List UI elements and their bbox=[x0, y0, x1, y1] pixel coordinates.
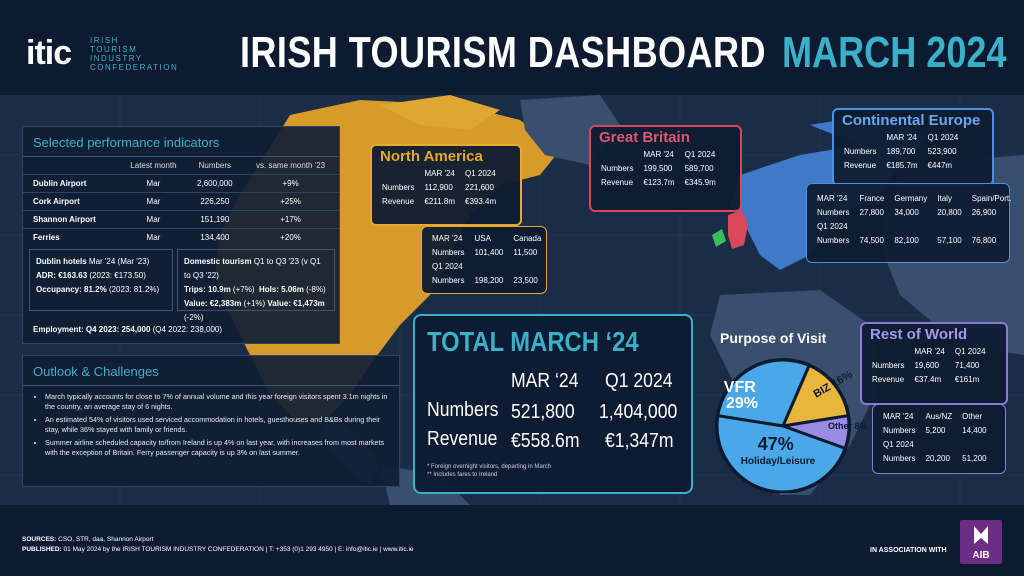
continental-europe-detail: MAR '24 France Germany Italy Spain/Port. Num… bbox=[806, 183, 1011, 263]
continental-europe-callout: Continental Europe MAR '24 Q1 2024 Number… bbox=[832, 108, 994, 186]
north-america-detail: MAR '24 USA Canada Numbers 101,400 11,500 Q1… bbox=[421, 226, 547, 294]
col-header: Numbers bbox=[198, 161, 232, 170]
outlook-panel: Outlook & Challenges March typically acc… bbox=[22, 355, 400, 487]
performance-table: Latest month Numbers vs. same month '23 … bbox=[23, 157, 339, 246]
continental-europe-title: Continental Europe bbox=[842, 112, 981, 129]
total-title: TOTAL MARCH ‘24 bbox=[427, 326, 639, 357]
logo-text: IRISH TOURISM INDUSTRY CONFEDERATION bbox=[90, 36, 179, 72]
domestic-tourism-box: Domestic tourism Q1 to Q3 '23 (v Q1 to Q… bbox=[177, 249, 335, 322]
north-america-callout: North America MAR '24 Q1 2024 Numbers 112,… bbox=[370, 144, 522, 226]
aib-logo: AIB bbox=[960, 520, 1002, 564]
dublin-hotels-box: Dublin hotels Mar '24 (Mar '23) ADR: €16… bbox=[29, 249, 173, 311]
pie-slice-holiday-leisure bbox=[715, 413, 848, 494]
association-label: IN ASSOCIATION WITH bbox=[870, 547, 947, 554]
north-america-title: North America bbox=[380, 148, 483, 165]
outlook-title: Outlook & Challenges bbox=[23, 356, 399, 386]
performance-title: Selected performance indicators bbox=[23, 127, 339, 157]
table-row: Ferries Mar 134,400 +20% bbox=[23, 228, 339, 246]
total-panel: TOTAL MARCH ‘24 MAR ‘24 Q1 2024 Numbers … bbox=[413, 314, 693, 494]
pie-label-holiday: 47% Holiday/Leisure bbox=[741, 434, 816, 467]
pie-label-other: Other 8% bbox=[828, 421, 868, 431]
col-header bbox=[23, 157, 119, 175]
purpose-of-visit: Purpose of Visit VFR 29% BIZ 16% Other 8… bbox=[698, 318, 873, 494]
col-header: vs. same month '23 bbox=[256, 161, 326, 170]
pie-slice-vfr bbox=[716, 358, 812, 428]
employment-line: Employment: Q4 2023: 254,000 (Q4 2022: 2… bbox=[33, 325, 223, 334]
pie-slice-biz bbox=[780, 363, 850, 428]
great-britain-title: Great Britain bbox=[599, 129, 690, 146]
total-revenue-mar: €558.6m bbox=[511, 430, 580, 452]
total-numbers-mar: 521,800 bbox=[511, 401, 575, 423]
pie-label-vfr: VFR 29% bbox=[724, 379, 760, 412]
total-note-1: * Foreign overnight visitors, departing … bbox=[427, 464, 552, 470]
great-britain-shape bbox=[728, 210, 748, 249]
table-row: Shannon Airport Mar 151,190 +17% bbox=[23, 210, 339, 229]
total-col1: MAR ‘24 bbox=[511, 370, 579, 392]
total-col2: Q1 2024 bbox=[605, 370, 673, 392]
list-item: Summer airline scheduled capacity to/fro… bbox=[45, 438, 389, 457]
performance-panel: Selected performance indicators Latest m… bbox=[22, 126, 340, 344]
pov-pie: VFR 29% BIZ 16% Other 8% 47% Holiday/Lei… bbox=[715, 358, 868, 494]
table-row: Dublin Airport Mar 2,600,000 +9% bbox=[23, 174, 339, 193]
table-row: Cork Airport Mar 226,250 +25% bbox=[23, 192, 339, 211]
outlook-list: March typically accounts for close to 7%… bbox=[23, 386, 399, 458]
col-header: Latest month bbox=[130, 161, 177, 170]
header: itic IRISH TOURISM INDUSTRY CONFEDERATIO… bbox=[0, 0, 1024, 95]
list-item: March typically accounts for close to 7%… bbox=[45, 392, 389, 411]
aib-mark-icon bbox=[974, 526, 988, 544]
ireland-shape bbox=[712, 229, 726, 247]
page-title: IRISH TOURISM DASHBOARD bbox=[240, 28, 766, 77]
rest-of-world-detail: MAR '24 Aus/NZ Other Numbers 5,200 14,400 Q1… bbox=[872, 404, 1006, 474]
page-date: MARCH 2024 bbox=[782, 28, 1007, 77]
total-revenue-q1: €1,347m bbox=[605, 430, 674, 452]
great-britain-callout: Great Britain MAR '24 Q1 2024 Numbers 199,… bbox=[589, 125, 742, 212]
list-item: An estimated 54% of visitors used servic… bbox=[45, 415, 389, 434]
total-numbers-q1: 1,404,000 bbox=[599, 401, 678, 423]
sources: SOURCES: CSO, STR, daa, Shannon Airport … bbox=[22, 536, 414, 553]
pov-title: Purpose of Visit bbox=[720, 330, 827, 346]
rest-of-world-callout: Rest of World MAR '24 Q1 2024 Numbers 19,6… bbox=[860, 322, 1008, 405]
itic-logo: itic bbox=[26, 34, 72, 72]
total-note-2: ** Includes fares to Ireland bbox=[427, 472, 498, 478]
rest-of-world-title: Rest of World bbox=[870, 326, 968, 343]
footer bbox=[0, 505, 1024, 576]
numbers-label: Numbers bbox=[427, 399, 499, 421]
revenue-label: Revenue bbox=[427, 428, 498, 450]
